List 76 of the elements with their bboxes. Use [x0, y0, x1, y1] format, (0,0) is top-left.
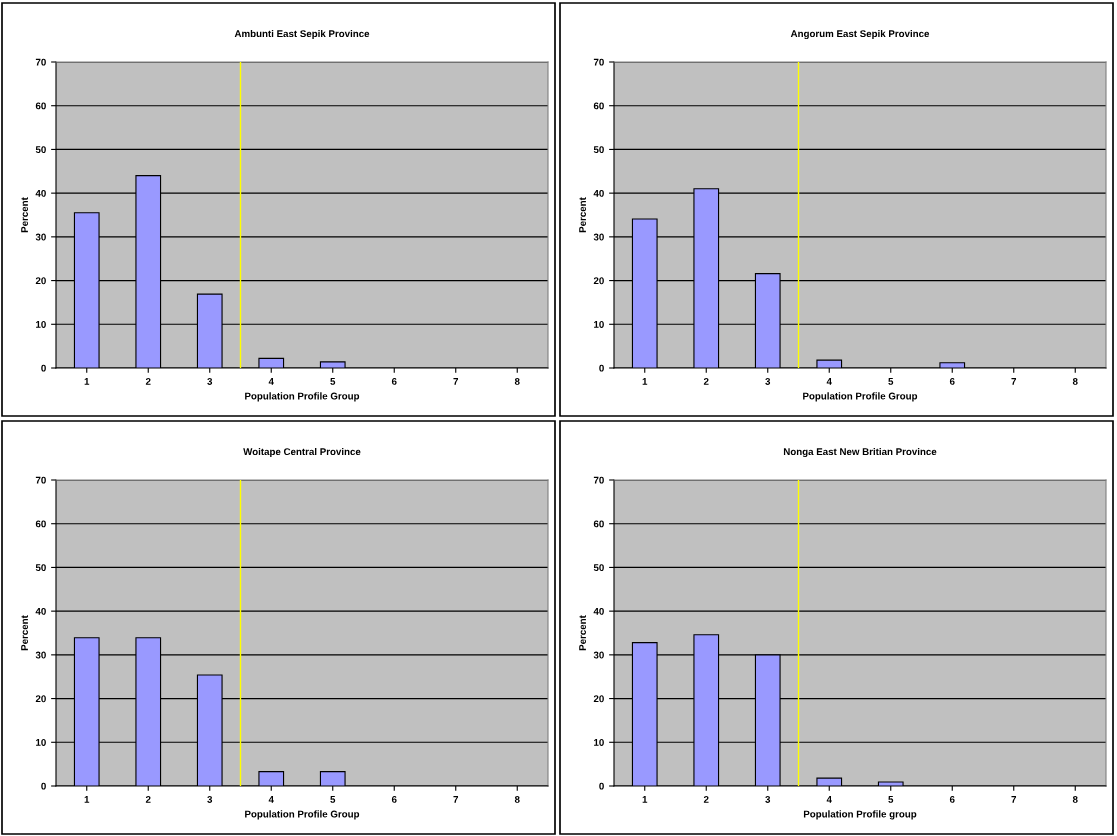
x-axis-title: Population Profile Group: [245, 392, 360, 402]
x-tick-label: 3: [765, 795, 771, 803]
y-tick-label: 30: [35, 233, 46, 241]
x-tick-label: 4: [268, 378, 274, 385]
y-tick-label: 10: [594, 321, 604, 328]
x-tick-label: 1: [642, 796, 648, 803]
y-tick-label: 50: [35, 146, 46, 154]
y-tick-label: 10: [594, 739, 604, 746]
x-tick-label: 6: [391, 795, 397, 803]
chart-title: Angorum East Sepik Province: [790, 29, 930, 40]
x-tick-label: 8: [1072, 795, 1078, 803]
x-tick-label: 5: [330, 378, 336, 385]
y-tick-label: 60: [593, 102, 604, 110]
x-tick-label: 4: [826, 796, 832, 803]
x-tick-label: 1: [84, 378, 90, 385]
x-tick-label: 7: [453, 796, 459, 803]
y-tick-label: 30: [593, 233, 604, 241]
x-axis-title: Population Profile Group: [245, 810, 360, 820]
y-tick-label: 70: [593, 58, 604, 66]
x-tick-label: 3: [765, 377, 771, 385]
x-tick-label: 8: [514, 377, 520, 385]
y-tick-label: 20: [593, 695, 604, 703]
y-tick-label: 20: [35, 695, 46, 703]
x-tick-label: 4: [826, 378, 832, 385]
x-tick-label: 7: [453, 378, 459, 385]
y-tick-label: 70: [593, 476, 604, 484]
y-tick-label: 60: [35, 520, 46, 528]
x-tick-label: 2: [703, 795, 709, 803]
y-tick-label: 10: [36, 739, 46, 746]
x-tick-label: 6: [949, 795, 955, 803]
y-tick-label: 20: [593, 277, 604, 285]
y-tick-label: 60: [593, 520, 604, 528]
y-tick-label: 0: [599, 364, 604, 372]
chart-title: Nonga East New Britian Province: [783, 447, 937, 458]
x-tick-label: 8: [1072, 377, 1078, 385]
y-tick-label: 0: [41, 364, 46, 372]
y-axis-title: Percent: [21, 197, 28, 233]
x-tick-label: 1: [642, 378, 648, 385]
x-tick-label: 3: [207, 377, 213, 385]
x-axis-title: Population Profile group: [803, 810, 917, 820]
x-tick-label: 6: [391, 377, 397, 385]
y-tick-label: 50: [593, 146, 604, 154]
y-axis-title: Percent: [579, 197, 586, 233]
y-tick-label: 70: [35, 58, 46, 66]
x-tick-label: 5: [888, 378, 894, 385]
y-axis-title: Percent: [579, 615, 586, 651]
x-tick-label: 5: [330, 796, 336, 803]
y-tick-label: 50: [35, 564, 46, 572]
y-tick-label: 40: [593, 189, 604, 197]
y-tick-label: 10: [36, 321, 46, 328]
y-tick-label: 40: [35, 189, 46, 197]
y-tick-label: 60: [35, 102, 46, 110]
y-axis-title: Percent: [21, 615, 28, 651]
x-tick-label: 1: [84, 796, 90, 803]
chart-title: Woitape Central Province: [243, 447, 361, 458]
y-tick-label: 0: [41, 782, 46, 790]
chart-title: Ambunti East Sepik Province: [234, 29, 370, 40]
x-tick-label: 4: [268, 796, 274, 803]
x-tick-label: 8: [514, 795, 520, 803]
x-tick-label: 7: [1011, 796, 1017, 803]
y-tick-label: 30: [35, 651, 46, 659]
y-tick-label: 50: [593, 564, 604, 572]
y-tick-label: 20: [35, 277, 46, 285]
y-tick-label: 40: [593, 607, 604, 615]
x-tick-label: 7: [1011, 378, 1017, 385]
x-tick-label: 2: [703, 377, 709, 385]
y-tick-label: 0: [599, 782, 604, 790]
x-tick-label: 2: [145, 795, 151, 803]
x-tick-label: 6: [949, 377, 955, 385]
y-tick-label: 40: [35, 607, 46, 615]
x-axis-title: Population Profile Group: [803, 392, 918, 402]
y-tick-label: 70: [35, 476, 46, 484]
y-tick-label: 30: [593, 651, 604, 659]
x-tick-label: 3: [207, 795, 213, 803]
x-tick-label: 5: [888, 796, 894, 803]
x-tick-label: 2: [145, 377, 151, 385]
